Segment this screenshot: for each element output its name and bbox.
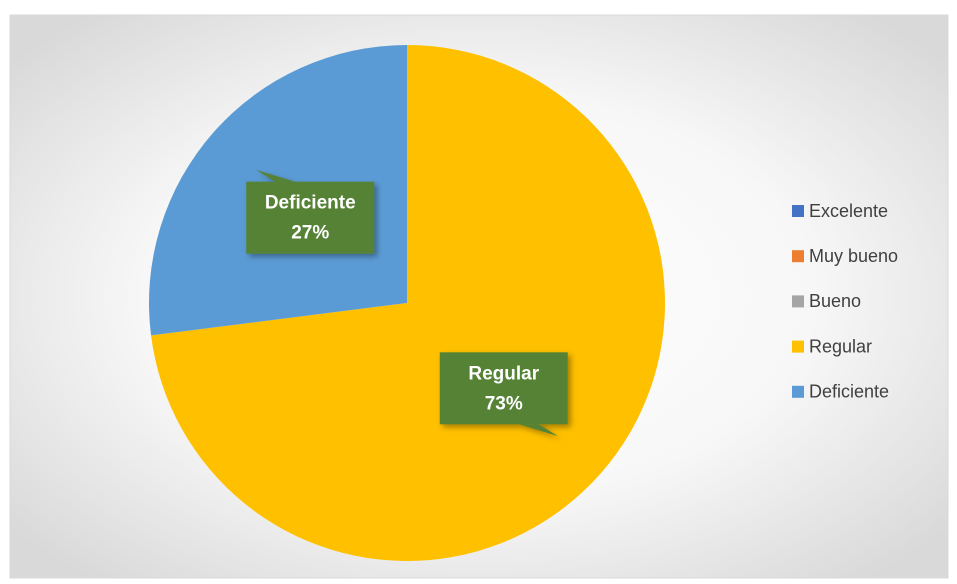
callout: [246, 169, 375, 254]
callout-box: [439, 352, 568, 425]
legend-label: Bueno: [809, 291, 861, 311]
callout-pointer: [518, 424, 558, 437]
label-category: Regular: [468, 363, 539, 384]
slice: [151, 45, 665, 561]
legend-swatch: [792, 205, 804, 217]
callout-pointer: [256, 169, 296, 182]
callout: [439, 352, 568, 437]
callout-box: [246, 181, 375, 254]
legend-swatch: [792, 250, 804, 263]
label-value: 73%: [485, 393, 523, 414]
legend-label: Regular: [809, 336, 872, 356]
legend-label: Muy bueno: [809, 246, 898, 266]
legend-label: Excelente: [809, 201, 888, 221]
legend-swatch: [792, 340, 804, 353]
legend-label: Deficiente: [809, 382, 889, 402]
legend-swatch: [792, 295, 804, 308]
label-value: 27%: [291, 223, 329, 244]
legend-swatch: [792, 385, 804, 398]
label-category: Deficiente: [265, 193, 356, 214]
